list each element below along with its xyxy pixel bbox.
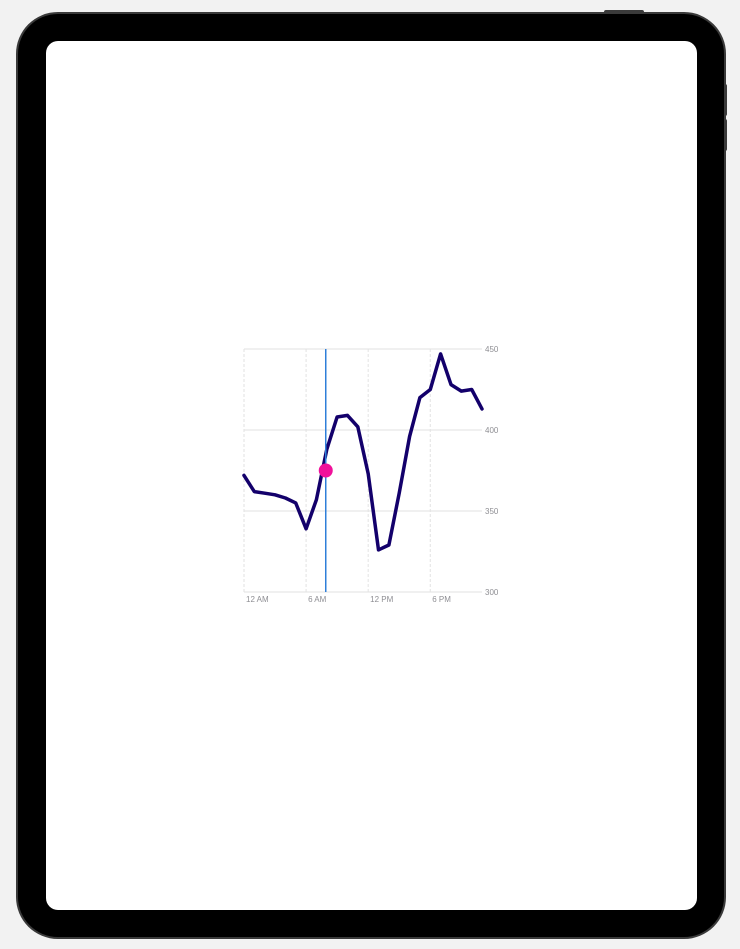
screen: 300 350 400 450 12 AM 6 AM 12 PM 6 PM bbox=[46, 41, 697, 910]
x-tick-label: 12 AM bbox=[246, 595, 269, 604]
y-tick-label: 350 bbox=[485, 507, 499, 516]
x-tick-label: 12 PM bbox=[370, 595, 393, 604]
x-tick-label: 6 PM bbox=[432, 595, 451, 604]
volume-down-button bbox=[724, 119, 727, 151]
series-line bbox=[242, 352, 484, 552]
y-tick-label: 450 bbox=[485, 345, 499, 354]
y-tick-label: 300 bbox=[485, 588, 499, 597]
power-button bbox=[604, 10, 644, 14]
volume-up-button bbox=[724, 84, 727, 116]
y-tick-label: 400 bbox=[485, 426, 499, 435]
line-chart[interactable]: 300 350 400 450 12 AM 6 AM 12 PM 6 PM bbox=[46, 41, 697, 910]
selection-marker bbox=[318, 463, 333, 478]
x-tick-label: 6 AM bbox=[308, 595, 327, 604]
